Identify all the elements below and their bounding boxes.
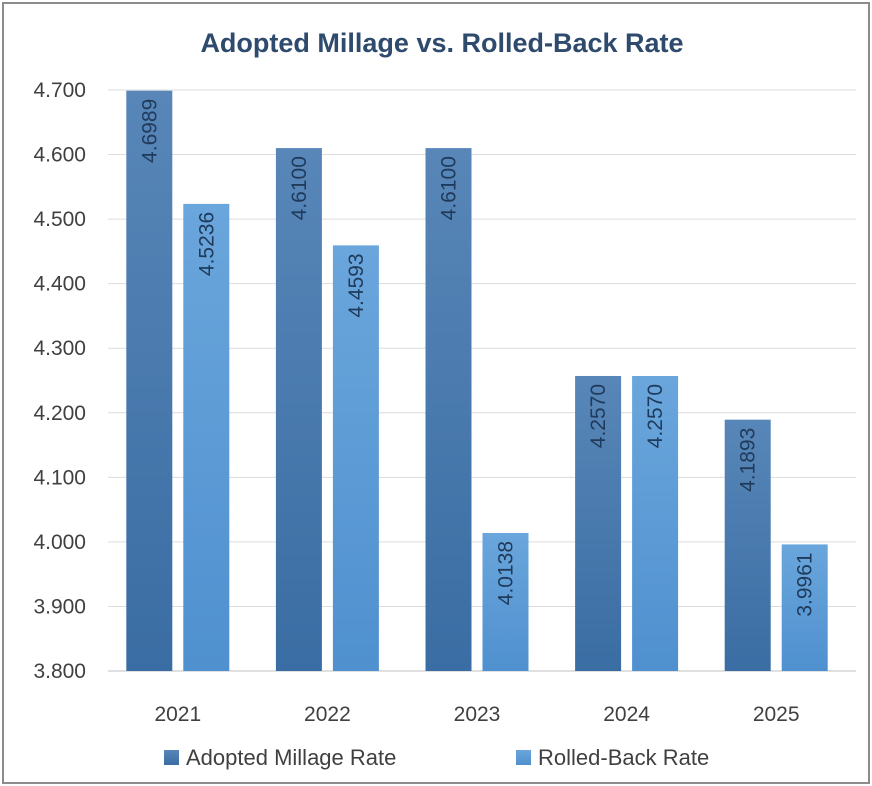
legend: Adopted Millage Rate Rolled-Back Rate — [164, 745, 709, 770]
bar-data-label: 4.4593 — [345, 253, 368, 317]
bar-data-label: 4.0138 — [495, 541, 518, 605]
bar-data-label: 4.5236 — [195, 212, 218, 276]
bar-data-label: 4.2570 — [644, 384, 667, 448]
bar — [575, 375, 622, 671]
y-tick-label: 4.500 — [33, 208, 86, 231]
bars: 4.6989 4.5236 4.6100 4.4593 4.6100 4.0138 4.25… — [126, 90, 828, 672]
legend-swatch — [164, 750, 179, 765]
bar — [275, 148, 322, 672]
legend-swatch — [516, 750, 531, 765]
bar — [724, 419, 771, 671]
bar-data-label: 4.1893 — [737, 428, 760, 492]
bar-data-label: 3.9961 — [794, 552, 817, 616]
x-category-label: 2021 — [154, 703, 201, 726]
chart-svg: Adopted Millage vs. Rolled-Back Rate 3.8… — [33, 28, 856, 770]
legend-label: Rolled-Back Rate — [538, 745, 709, 770]
chart-title: Adopted Millage vs. Rolled-Back Rate — [200, 28, 683, 58]
y-tick-label: 4.200 — [33, 402, 86, 425]
y-tick-label: 3.900 — [33, 595, 86, 618]
legend-label: Adopted Millage Rate — [186, 745, 396, 770]
y-tick-label: 4.700 — [33, 79, 86, 102]
bar-data-label: 4.2570 — [587, 384, 610, 448]
bar — [126, 90, 173, 672]
bar — [183, 203, 230, 671]
y-tick-label: 4.100 — [33, 466, 86, 489]
y-axis-ticks: 3.800 3.900 4.000 4.100 4.200 4.300 4.400 4.500… — [33, 79, 86, 683]
y-tick-label: 3.800 — [33, 660, 86, 683]
bar-data-label: 4.6989 — [138, 99, 161, 163]
y-tick-label: 4.000 — [33, 531, 86, 554]
bar-data-label: 4.6100 — [438, 156, 461, 220]
y-tick-label: 4.400 — [33, 273, 86, 296]
bar — [781, 544, 828, 671]
bar — [332, 245, 379, 671]
x-category-label: 2022 — [304, 703, 351, 726]
x-axis-categories: 2021 2022 2023 2024 2025 — [154, 703, 799, 726]
bar — [482, 532, 529, 671]
y-tick-label: 4.300 — [33, 337, 86, 360]
bar — [425, 148, 472, 672]
y-tick-label: 4.600 — [33, 144, 86, 167]
x-category-label: 2025 — [753, 703, 800, 726]
gridlines — [108, 89, 856, 672]
bar — [632, 375, 679, 671]
bar-data-label: 4.6100 — [288, 156, 311, 220]
x-category-label: 2024 — [603, 703, 650, 726]
x-category-label: 2023 — [454, 703, 501, 726]
